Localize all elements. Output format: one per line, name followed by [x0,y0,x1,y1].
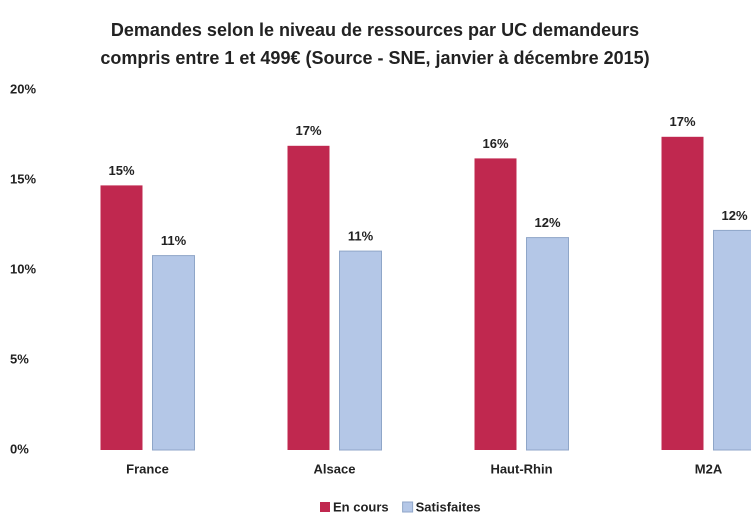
y-tick-label: 10% [10,261,36,276]
data-label: 11% [161,233,187,248]
legend-swatch [402,501,414,513]
x-tick-label: Haut-Rhin [490,461,552,476]
x-tick-label: M2A [695,461,723,476]
data-label: 17% [295,123,321,138]
data-label: 12% [721,208,747,223]
y-tick-label: 0% [10,441,29,456]
bar [661,136,704,451]
y-tick-label: 5% [10,351,29,366]
bar [287,145,330,451]
bar [713,229,751,451]
y-tick-label: 15% [10,171,36,186]
data-label: 17% [669,114,695,129]
legend-label: En cours [333,499,389,514]
legend-label: Satisfaites [416,499,481,514]
chart-title: Demandes selon le niveau de ressources p… [100,20,650,68]
x-tick-label: France [126,461,169,476]
data-label: 12% [534,215,560,230]
y-tick-label: 20% [10,81,36,96]
bar [474,158,517,450]
x-tick-label: Alsace [314,461,356,476]
bar [152,255,195,451]
data-label: 11% [348,229,374,244]
bar [100,185,143,450]
legend-swatch [320,502,330,512]
bar [339,250,382,451]
data-label: 16% [482,136,508,151]
bar [526,237,569,451]
data-label: 15% [108,163,134,178]
